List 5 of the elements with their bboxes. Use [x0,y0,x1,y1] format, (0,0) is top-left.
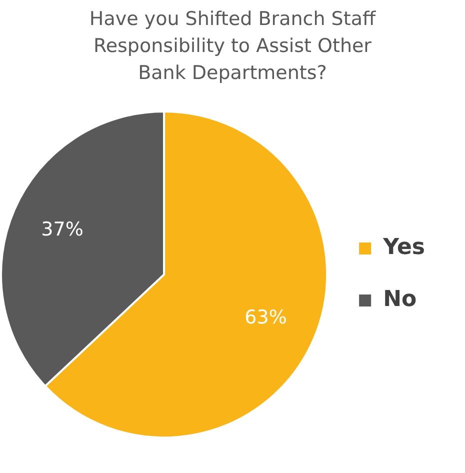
chart-title: Have you Shifted Branch Staff Responsibility to Assist Other Bank Departments? [88,7,377,86]
data-label: 63% [244,306,287,328]
legend-label: Yes [382,235,426,260]
data-label: 37% [41,218,84,240]
legend-label: No [383,287,417,312]
